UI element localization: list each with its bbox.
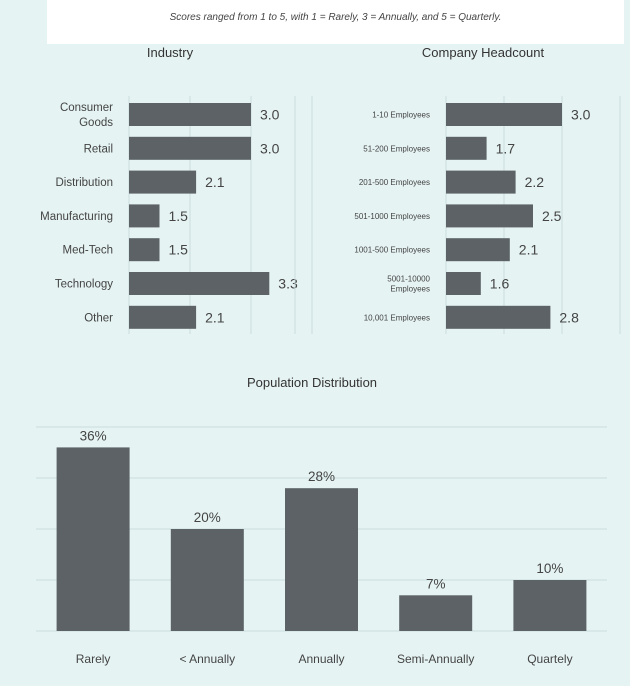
population-category-label: Semi-Annually [397,652,474,666]
headcount-chart-category-label: Employees [390,285,430,294]
industry-chart: Industry 3.0 Consumer Goods 3.0 Retail 2.1 Dist… [40,45,313,334]
scale-note-box: Scores ranged from 1 to 5, with 1 = Rare… [47,0,624,44]
population-chart-title: Population Distribution [247,375,377,390]
headcount-chart-value-label: 2.8 [559,309,579,325]
headcount-chart-value-label: 2.1 [519,242,539,258]
industry-chart-category-label: Other [84,312,113,324]
industry-chart-bar [129,204,160,228]
headcount-chart-bar [446,103,562,126]
headcount-chart-value-label: 2.5 [542,208,562,224]
population-bar [399,595,473,631]
population-value-label: 20% [194,510,221,525]
headcount-chart-value-label: 3.0 [571,107,591,123]
population-category-label: < Annually [179,652,235,666]
population-bar [170,529,244,631]
industry-chart-bar [129,272,270,295]
industry-chart-bar [129,238,160,262]
headcount-chart-bar [446,170,516,194]
industry-chart-value-label: 1.5 [169,208,189,224]
population-category-label: Annually [298,652,344,666]
headcount-chart-value-label: 2.2 [525,174,545,190]
headcount-chart-bar [446,272,481,295]
industry-chart-title: Industry [147,45,194,60]
headcount-chart-category-label: 10,001 Employees [364,313,430,322]
industry-chart-category-label: Med-Tech [63,245,114,257]
industry-chart-value-label: 3.0 [260,140,280,156]
industry-chart-value-label: 3.0 [260,107,280,123]
population-category-label: Rarely [76,652,111,666]
industry-chart-value-label: 3.3 [278,276,298,292]
headcount-chart-value-label: 1.7 [496,140,516,156]
industry-chart-category-label: Technology [55,279,113,291]
industry-chart-value-label: 2.1 [205,309,225,325]
headcount-chart-bar [446,136,487,160]
industry-chart-bar [129,103,251,126]
industry-chart-category-label: Distribution [55,177,113,189]
headcount-chart-category-label: 5001-10000 [387,275,430,284]
industry-chart-bar [129,170,197,194]
industry-chart-category-label: Goods [79,117,113,129]
headcount-chart-category-label: 501-1000 Employees [354,212,430,221]
industry-chart-category-label: Retail [84,143,113,155]
headcount-chart-category-label: 1-10 Employees [372,111,430,120]
headcount-chart-category-label: 201-500 Employees [359,178,430,187]
industry-chart-value-label: 1.5 [169,242,189,258]
industry-chart-category-label: Consumer [60,102,113,114]
headcount-chart-category-label: 1001-500 Employees [354,246,430,255]
headcount-chart-category-label: 51-200 Employees [363,144,430,153]
population-bar [285,488,358,631]
headcount-chart-bar [446,238,510,262]
population-value-label: 10% [536,561,563,576]
industry-chart-value-label: 2.1 [205,174,225,190]
headcount-chart-value-label: 1.6 [490,276,510,292]
industry-chart-bar [129,136,251,160]
industry-chart-bar [129,305,197,329]
population-value-label: 7% [426,576,446,591]
headcount-chart: Company Headcount 3.0 1-10 Employees 1.7 51-… [354,45,621,334]
headcount-chart-title: Company Headcount [422,45,545,60]
scale-note: Scores ranged from 1 to 5, with 1 = Rare… [169,12,502,23]
population-chart: Population Distribution 36% Rarely 20% < Ann… [36,375,607,666]
population-category-label: Quartely [527,652,572,666]
population-bar [513,580,587,631]
industry-chart-category-label: Manufacturing [40,211,113,223]
population-value-label: 36% [80,428,107,443]
population-bar [56,447,130,631]
headcount-chart-bar [446,305,551,329]
headcount-chart-bar [446,204,533,228]
population-value-label: 28% [308,469,335,484]
